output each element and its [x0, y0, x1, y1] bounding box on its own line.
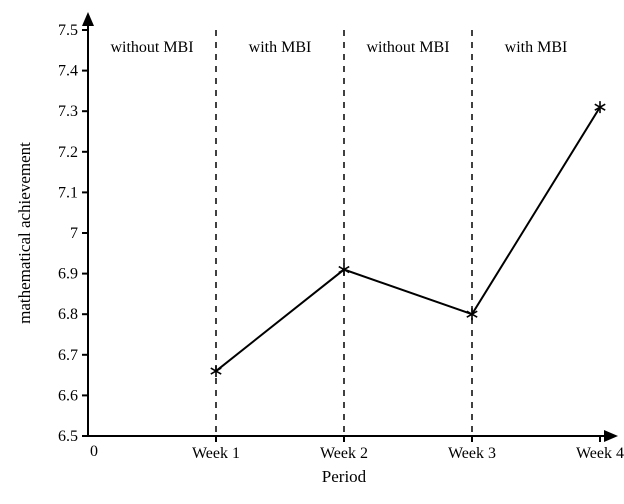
series-line	[216, 107, 600, 371]
x-tick-label: Week 4	[576, 445, 624, 462]
segment-label: without MBI	[110, 39, 193, 56]
x-tick-label: Week 3	[448, 445, 496, 462]
y-tick-label: 7.2	[58, 144, 78, 161]
x-axis-label: Period	[322, 467, 367, 486]
y-tick-label: 7.4	[58, 63, 78, 80]
x-tick-label: Week 1	[192, 445, 240, 462]
y-tick-label: 7	[70, 225, 78, 242]
segment-label: with MBI	[505, 39, 568, 56]
x-axis-arrow	[604, 430, 618, 442]
math-achievement-line-chart: without MBI with MBI without MBI with MBI 6…	[0, 0, 624, 504]
x-tick-label: Week 2	[320, 445, 368, 462]
data-marker	[339, 264, 349, 276]
data-marker	[211, 365, 221, 377]
y-tick-label: 7.3	[58, 103, 78, 120]
y-tick-label: 6.5	[58, 428, 78, 445]
y-tick-label: 7.5	[58, 22, 78, 39]
y-tick-label: 7.1	[58, 184, 78, 201]
segment-label: without MBI	[366, 39, 449, 56]
y-axis-label: mathematical achievement	[15, 142, 34, 324]
y-axis-arrow	[82, 12, 94, 26]
y-tick-label: 6.6	[58, 387, 78, 404]
y-tick-label: 6.9	[58, 266, 78, 283]
y-tick-label: 6.8	[58, 306, 78, 323]
y-tick-label: 6.7	[58, 347, 78, 364]
x-origin-label: 0	[90, 443, 98, 460]
segment-label: with MBI	[249, 39, 312, 56]
